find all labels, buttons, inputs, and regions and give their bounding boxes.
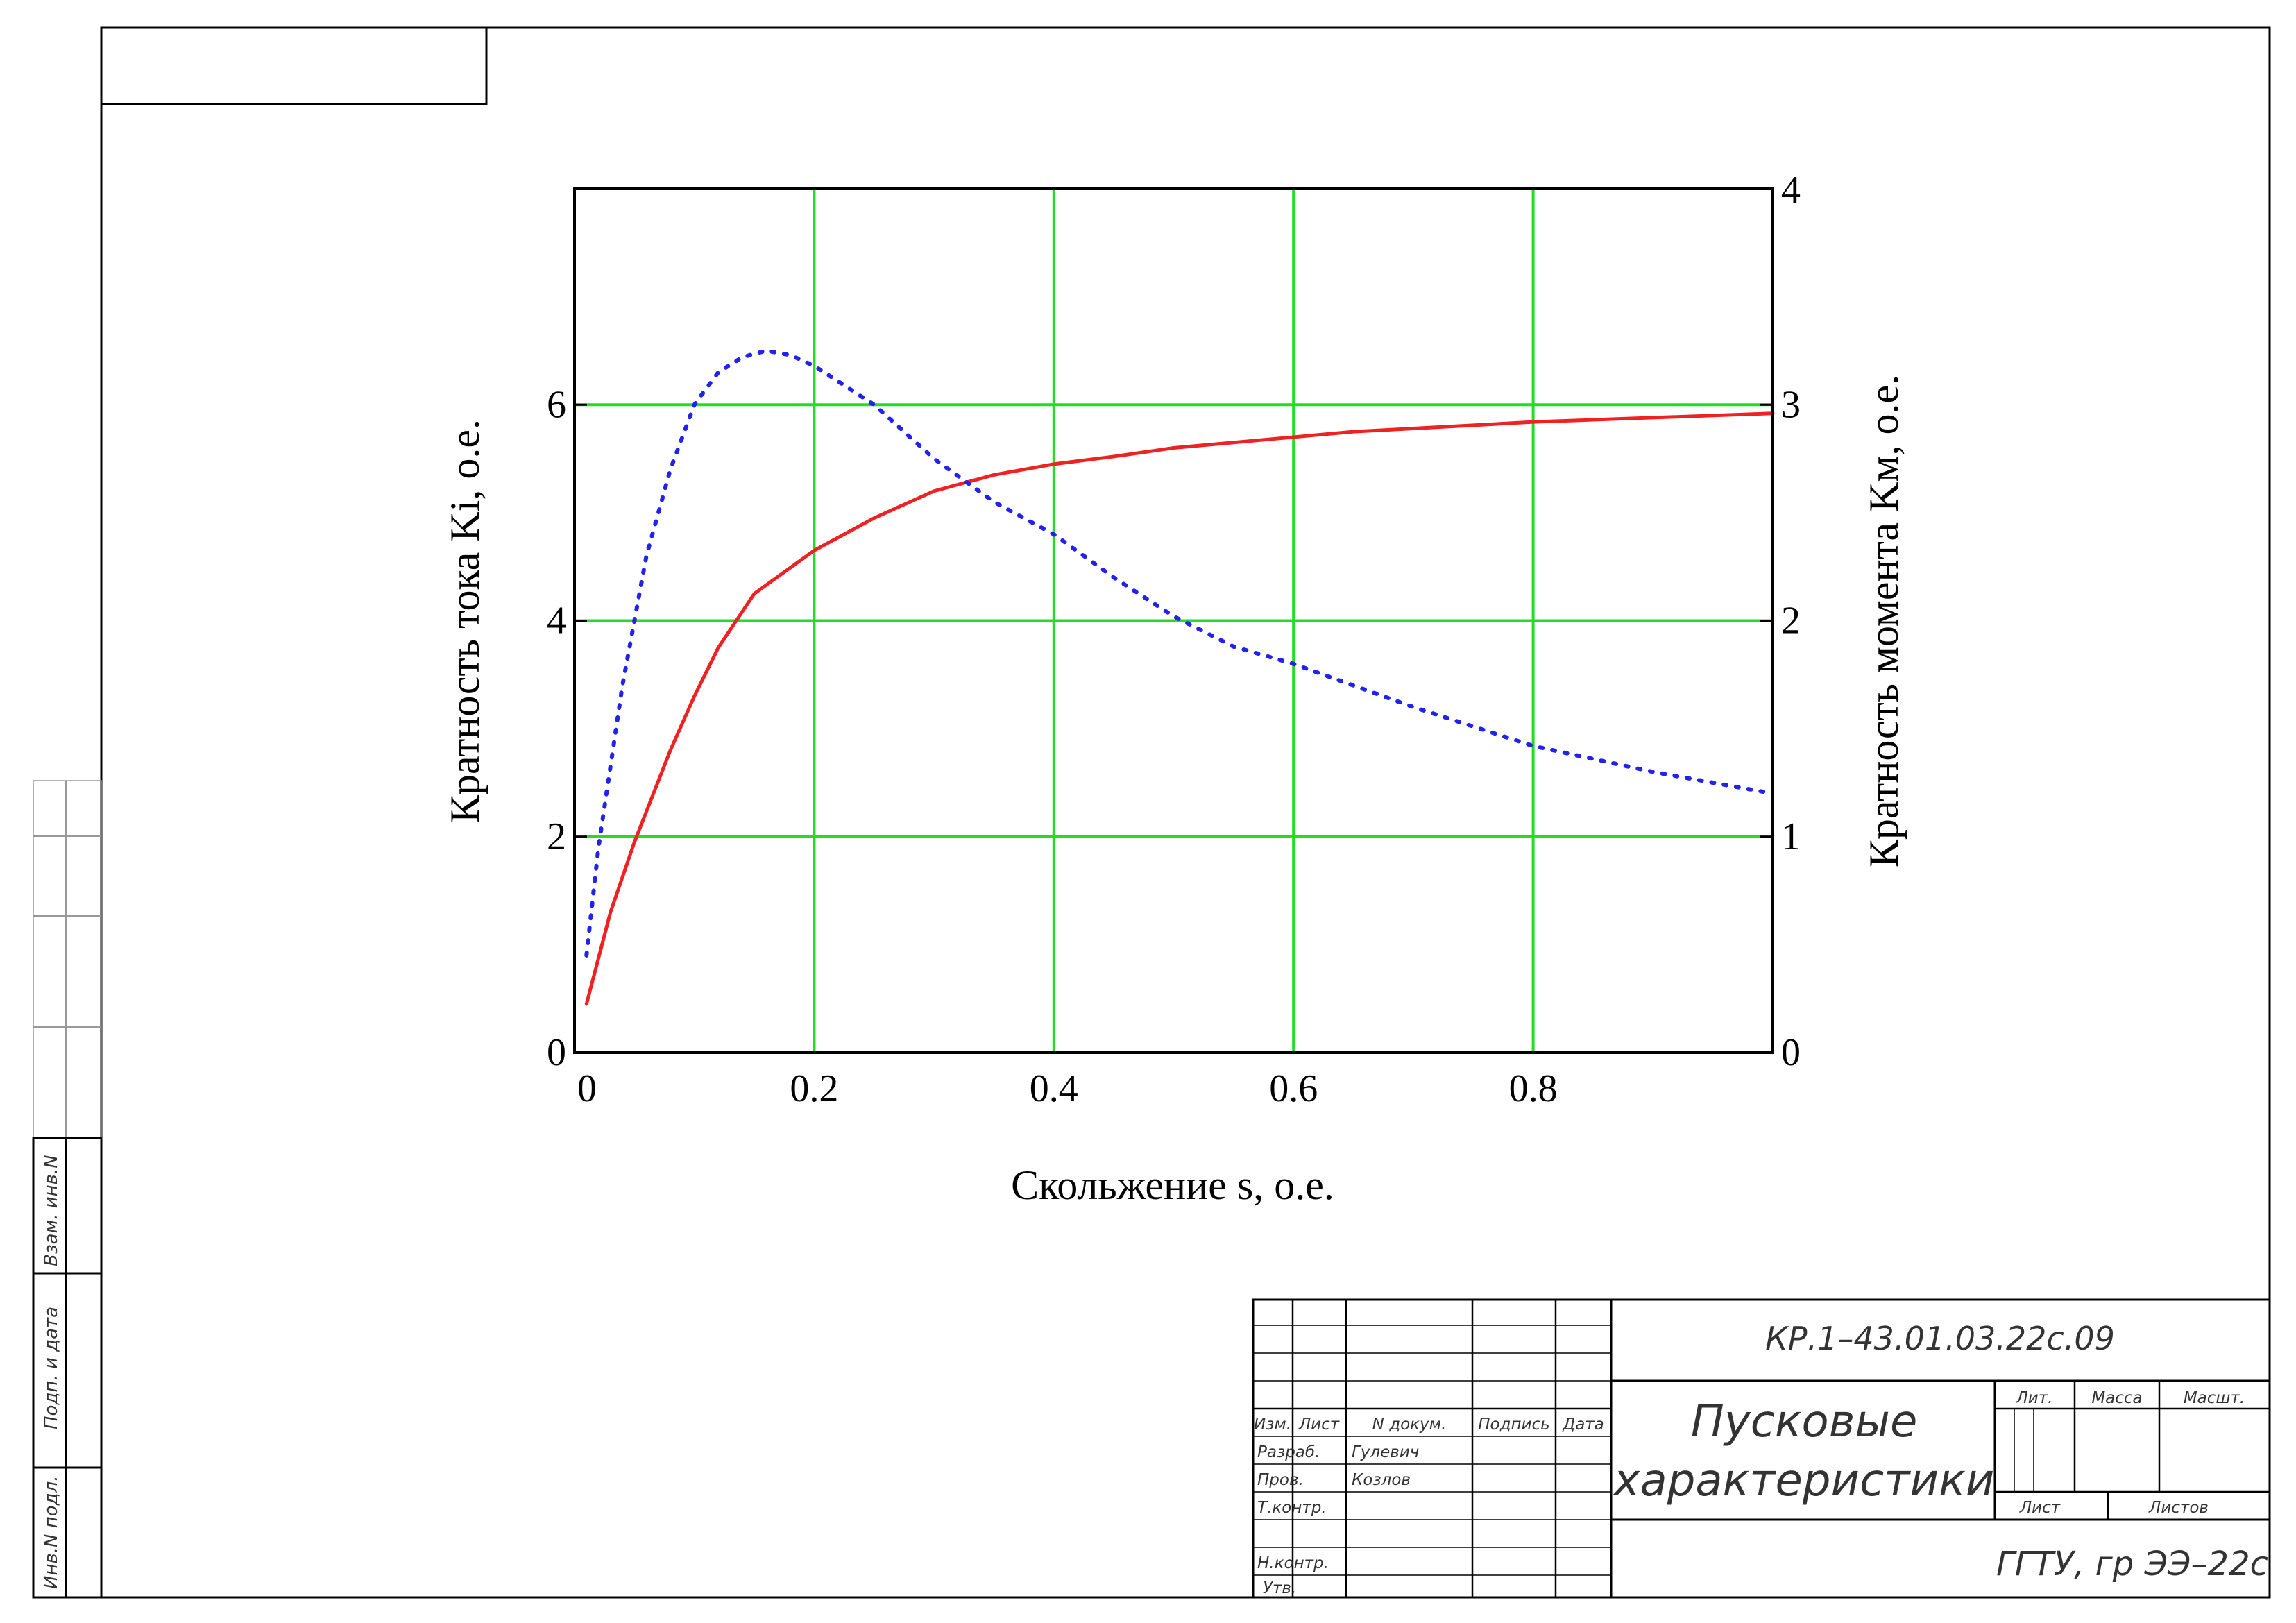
sheet-frame — [100, 26, 2271, 1599]
list-label: Лист — [2019, 1499, 2061, 1517]
y-left-axis-label: Кратность тока Ki, о.е. — [442, 419, 488, 823]
y-right-tick-label: 2 — [1781, 600, 1801, 643]
razrab-label: Разраб. — [1257, 1443, 1320, 1461]
chart-series-layer — [584, 348, 1775, 1006]
masshtab-label: Масшт. — [2184, 1389, 2245, 1407]
y-left-tick-label: 2 — [547, 815, 566, 858]
title-block-text: КР.1–43.01.03.22с.09 Пусковые характерис… — [1254, 1320, 2268, 1597]
lit-label: Лит. — [2016, 1389, 2053, 1407]
y-right-tick-label: 1 — [1781, 815, 1801, 858]
massa-label: Масса — [2091, 1389, 2142, 1407]
razrab-name: Гулевич — [1352, 1443, 1419, 1461]
chart-grid — [575, 189, 1773, 1053]
col-izm: Изм. — [1254, 1416, 1291, 1434]
podp-data-label: Подп. и дата — [41, 1307, 62, 1429]
col-data: Дата — [1562, 1416, 1604, 1434]
y-left-tick-label: 4 — [547, 600, 566, 643]
utv-label: Утв. — [1263, 1579, 1296, 1597]
nkontr-label: Н.контр. — [1257, 1554, 1329, 1572]
side-margin-labels: Взам. инв.N Подп. и дата Инв.N подл. — [41, 1155, 62, 1589]
prov-label: Пров. — [1257, 1471, 1304, 1489]
chart-ticks: 0 0.2 0.4 0.6 0.8 0 2 4 6 0 1 2 3 4 — [547, 169, 1801, 1110]
col-podpis: Подпись — [1478, 1416, 1549, 1434]
y-right-tick-label: 4 — [1781, 169, 1801, 212]
inv-podl-label: Инв.N подл. — [41, 1475, 62, 1589]
vzam-inv-label: Взам. инв.N — [41, 1155, 62, 1266]
listov-label: Листов — [2148, 1499, 2209, 1517]
x-tick-label: 0.2 — [790, 1067, 838, 1110]
chart: 0 0.2 0.4 0.6 0.8 0 2 4 6 0 1 2 3 4 Скольжение s, о.е… — [442, 169, 1907, 1208]
y-right-tick-label: 0 — [1781, 1031, 1801, 1074]
col-list: Лист — [1298, 1416, 1340, 1434]
y-right-axis-label: Кратность момента Kм, о.е. — [1861, 375, 1907, 867]
stamp-doc-code: КР.1–43.01.03.22с.09 — [1765, 1320, 2115, 1357]
side-margin — [32, 780, 103, 1599]
tkontr-label: Т.контр. — [1257, 1499, 1327, 1517]
y-right-tick-label: 3 — [1781, 383, 1801, 426]
col-ndokum: N докум. — [1372, 1416, 1447, 1434]
stamp-org: ГГТУ, гр ЭЭ–22с — [1996, 1545, 2268, 1583]
stamp-title-line1: Пусковые — [1691, 1396, 1918, 1447]
stamp-title-line2: характеристики — [1613, 1455, 1995, 1506]
y-left-tick-label: 0 — [547, 1031, 566, 1074]
series-current-line — [584, 411, 1775, 1006]
top-left-box — [100, 26, 488, 105]
x-tick-label: 0 — [577, 1067, 597, 1110]
title-block — [1252, 1298, 2271, 1599]
prov-name: Козлов — [1352, 1471, 1411, 1489]
x-tick-label: 0.6 — [1269, 1067, 1318, 1110]
x-tick-label: 0.8 — [1509, 1067, 1558, 1110]
series-torque-line — [584, 348, 1775, 958]
y-left-tick-label: 6 — [547, 383, 566, 426]
x-axis-label: Скольжение s, о.е. — [1011, 1162, 1334, 1208]
x-tick-label: 0.4 — [1030, 1067, 1078, 1110]
